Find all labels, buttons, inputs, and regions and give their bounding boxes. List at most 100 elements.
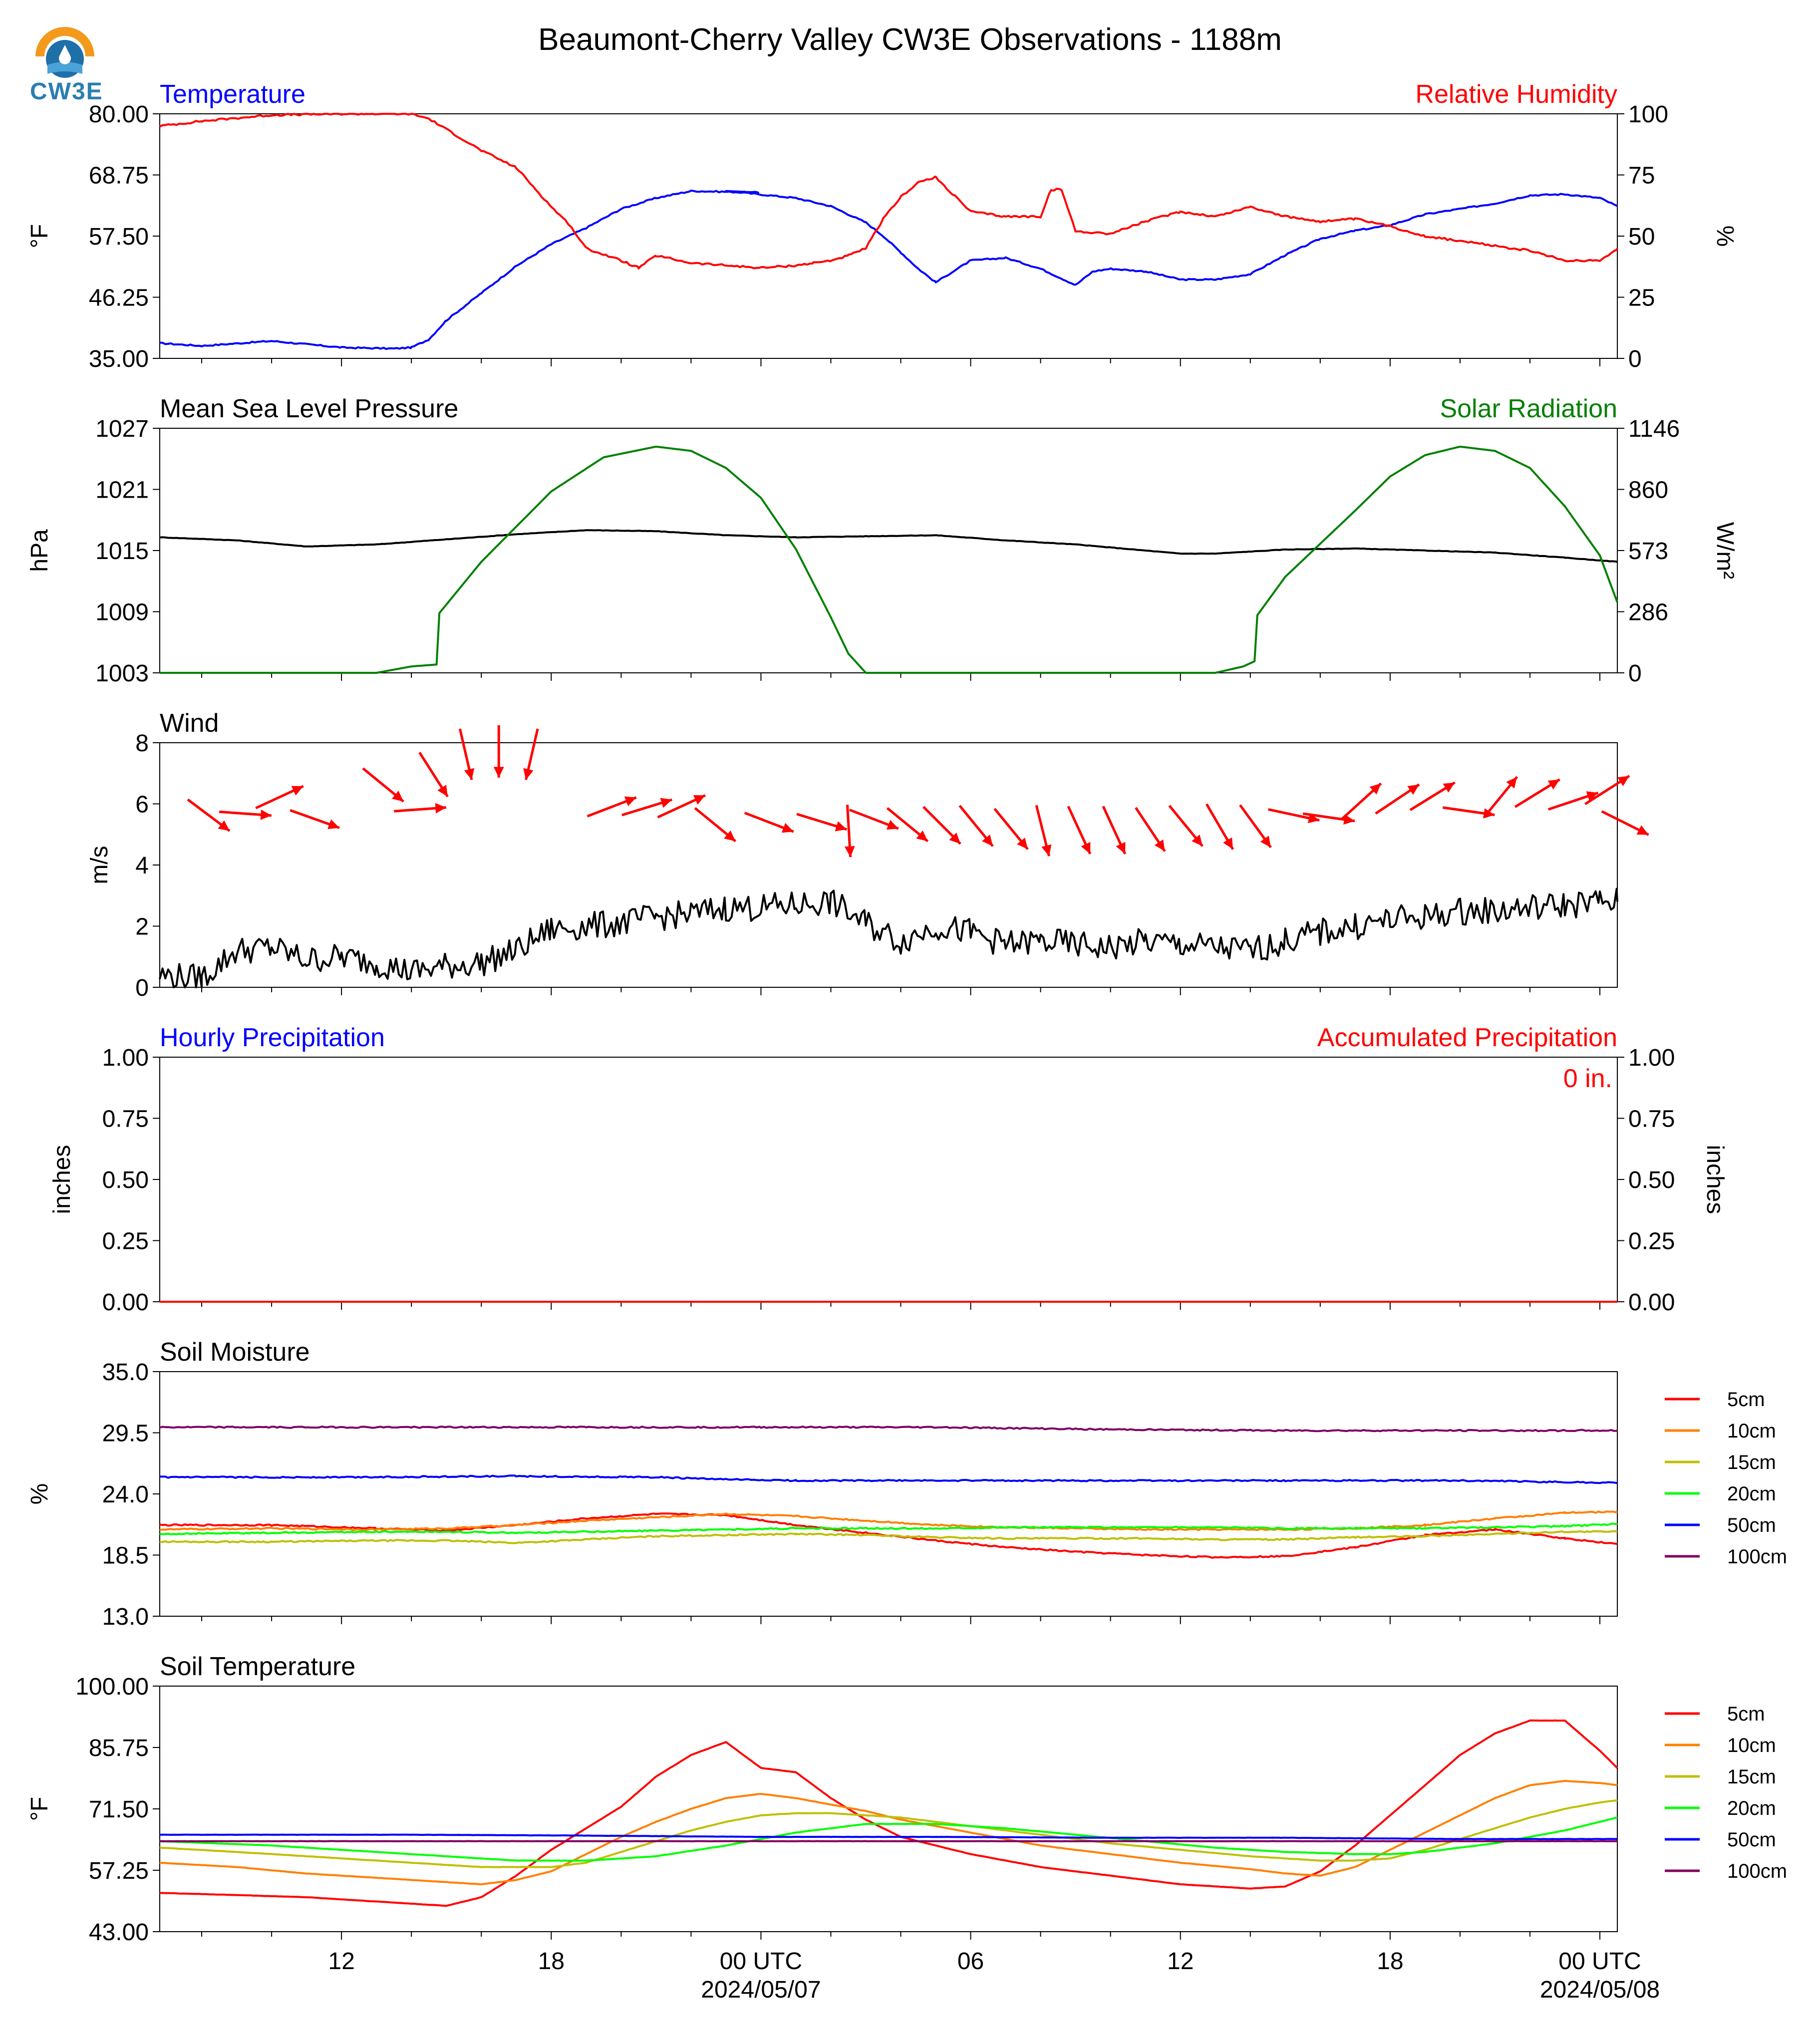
panel-left-title: Soil Temperature bbox=[160, 1652, 355, 1681]
y2-tick-label: 25 bbox=[1628, 285, 1655, 311]
legend-label: 50cm bbox=[1727, 1829, 1776, 1851]
plot-frame bbox=[159, 1371, 1618, 1617]
y-tick-label: 1.00 bbox=[102, 1045, 149, 1071]
y-tick-label: 0.00 bbox=[102, 1289, 149, 1316]
wind-arrow-head bbox=[949, 832, 961, 844]
wind-arrow bbox=[219, 809, 272, 820]
wind-arrow-head bbox=[1343, 814, 1355, 825]
y-tick-label: 4 bbox=[135, 853, 149, 879]
wind-arrow-head bbox=[218, 820, 230, 831]
y-tick-label: 35.00 bbox=[89, 346, 149, 372]
series-line-temperature bbox=[159, 189, 1618, 350]
series-line-5cm bbox=[160, 1719, 1618, 1907]
wind-arrow bbox=[1035, 805, 1052, 857]
series-line-15cm bbox=[159, 1530, 1618, 1544]
legend: 5cm 10cm 15cm 20cm 50cm 100cm bbox=[1665, 1389, 1787, 1568]
panels: Temperature Relative Humidity35.0046.2557… bbox=[26, 80, 1787, 1946]
wind-arrow bbox=[1302, 812, 1355, 825]
legend-label: 50cm bbox=[1727, 1514, 1776, 1536]
panel-right-title: Solar Radiation bbox=[1440, 394, 1617, 423]
wind-arrow-head bbox=[693, 795, 705, 805]
wind-arrow-head bbox=[624, 796, 636, 807]
wind-arrow bbox=[694, 807, 737, 843]
y-tick-label: 13.0 bbox=[102, 1604, 149, 1630]
y2-tick-label: 0.25 bbox=[1628, 1228, 1675, 1255]
y-axis-label: % bbox=[26, 1483, 53, 1505]
plot-frame bbox=[159, 1057, 1618, 1302]
legend-label: 100cm bbox=[1727, 1860, 1787, 1882]
wind-arrow-head bbox=[1192, 834, 1203, 847]
wind-arrow bbox=[418, 752, 449, 798]
x-tick-label: 18 bbox=[538, 1948, 565, 1975]
y-tick-label: 18.5 bbox=[102, 1543, 149, 1569]
y-axis-label: inches bbox=[49, 1145, 75, 1214]
y-tick-label: 80.00 bbox=[89, 101, 149, 128]
wind-arrow-head bbox=[886, 820, 899, 830]
wind-arrow bbox=[1514, 778, 1560, 808]
wind-arrow-head bbox=[660, 798, 672, 808]
y-tick-label: 35.0 bbox=[102, 1359, 149, 1386]
y-tick-label: 1015 bbox=[95, 538, 149, 565]
wind-arrow bbox=[362, 767, 404, 803]
series-line-100cm bbox=[159, 1840, 1618, 1842]
x-tick-label: 00 UTC bbox=[720, 1948, 802, 1975]
wind-arrow-head bbox=[1586, 791, 1598, 802]
series-line-10cm bbox=[159, 1510, 1618, 1531]
wind-arrow bbox=[458, 728, 475, 780]
y2-tick-label: 50 bbox=[1628, 224, 1655, 250]
accumulated-precip-annotation: 0 in. bbox=[1563, 1064, 1612, 1093]
wind-arrow bbox=[1135, 807, 1166, 852]
wind-arrow bbox=[886, 807, 929, 843]
series-line-50cm bbox=[159, 1474, 1618, 1484]
panel-6: Soil Temperature 43.00 57.25 71.50 85.75 100.… bbox=[26, 1652, 1787, 1946]
panel-right-title: Accumulated Precipitation bbox=[1317, 1023, 1617, 1052]
legend-label: 15cm bbox=[1727, 1766, 1776, 1788]
y-tick-label: 0 bbox=[135, 975, 149, 1001]
series-line-wind bbox=[159, 887, 1618, 988]
wind-arrow-head bbox=[1506, 777, 1517, 789]
series-line-15cm bbox=[159, 1799, 1618, 1868]
x-date-label: 2024/05/08 bbox=[1540, 1977, 1660, 2003]
wind-arrow bbox=[187, 798, 231, 832]
wind-arrow bbox=[1375, 783, 1420, 815]
wind-arrow-head bbox=[391, 791, 404, 802]
wind-arrow bbox=[1341, 782, 1382, 820]
y-tick-label: 100.00 bbox=[75, 1674, 149, 1700]
x-tick-label: 12 bbox=[1167, 1948, 1194, 1975]
y-tick-label: 46.25 bbox=[89, 285, 149, 311]
panel-2: Mean Sea Level Pressure Solar Radiation 10… bbox=[26, 394, 1738, 687]
wind-arrow-head bbox=[1223, 837, 1233, 850]
y2-axis-label: W/m² bbox=[1712, 522, 1738, 579]
wind-arrow bbox=[657, 794, 706, 819]
wind-arrow bbox=[922, 806, 961, 845]
y-axis-label: hPa bbox=[26, 529, 53, 572]
panel-4: Hourly Precipitation Accumulated Precipit… bbox=[49, 1023, 1728, 1316]
y2-tick-label: 0 bbox=[1628, 346, 1642, 372]
y-tick-label: 0.75 bbox=[102, 1106, 149, 1133]
series-line-50cm bbox=[159, 1833, 1618, 1840]
wind-arrow bbox=[1268, 808, 1320, 824]
y-tick-label: 85.75 bbox=[89, 1735, 149, 1761]
panel-right-title: Relative Humidity bbox=[1415, 80, 1617, 109]
y-tick-label: 68.75 bbox=[89, 163, 149, 189]
wind-arrow bbox=[744, 812, 794, 833]
wind-arrow-head bbox=[260, 809, 272, 820]
y2-axis-label: % bbox=[1712, 226, 1738, 247]
wind-arrow-head bbox=[781, 823, 794, 833]
wind-arrow-head bbox=[435, 803, 446, 814]
wind-arrow bbox=[1239, 804, 1272, 849]
wind-arrow bbox=[394, 803, 447, 814]
y-axis-label: m/s bbox=[86, 846, 113, 884]
cw3e-logo-text: CW3E bbox=[30, 78, 103, 105]
x-tick-label: 00 UTC bbox=[1558, 1948, 1641, 1975]
wind-arrow-head bbox=[1407, 784, 1420, 795]
wind-arrow bbox=[523, 728, 539, 780]
wind-arrow bbox=[1584, 775, 1630, 806]
y-tick-label: 2 bbox=[135, 914, 149, 940]
wind-arrow bbox=[1102, 806, 1127, 855]
y-tick-label: 1009 bbox=[95, 599, 149, 626]
legend-label: 15cm bbox=[1727, 1451, 1776, 1473]
wind-arrow-head bbox=[916, 830, 928, 842]
y-tick-label: 0.25 bbox=[102, 1228, 149, 1255]
x-date-label: 2024/05/07 bbox=[701, 1977, 821, 2003]
